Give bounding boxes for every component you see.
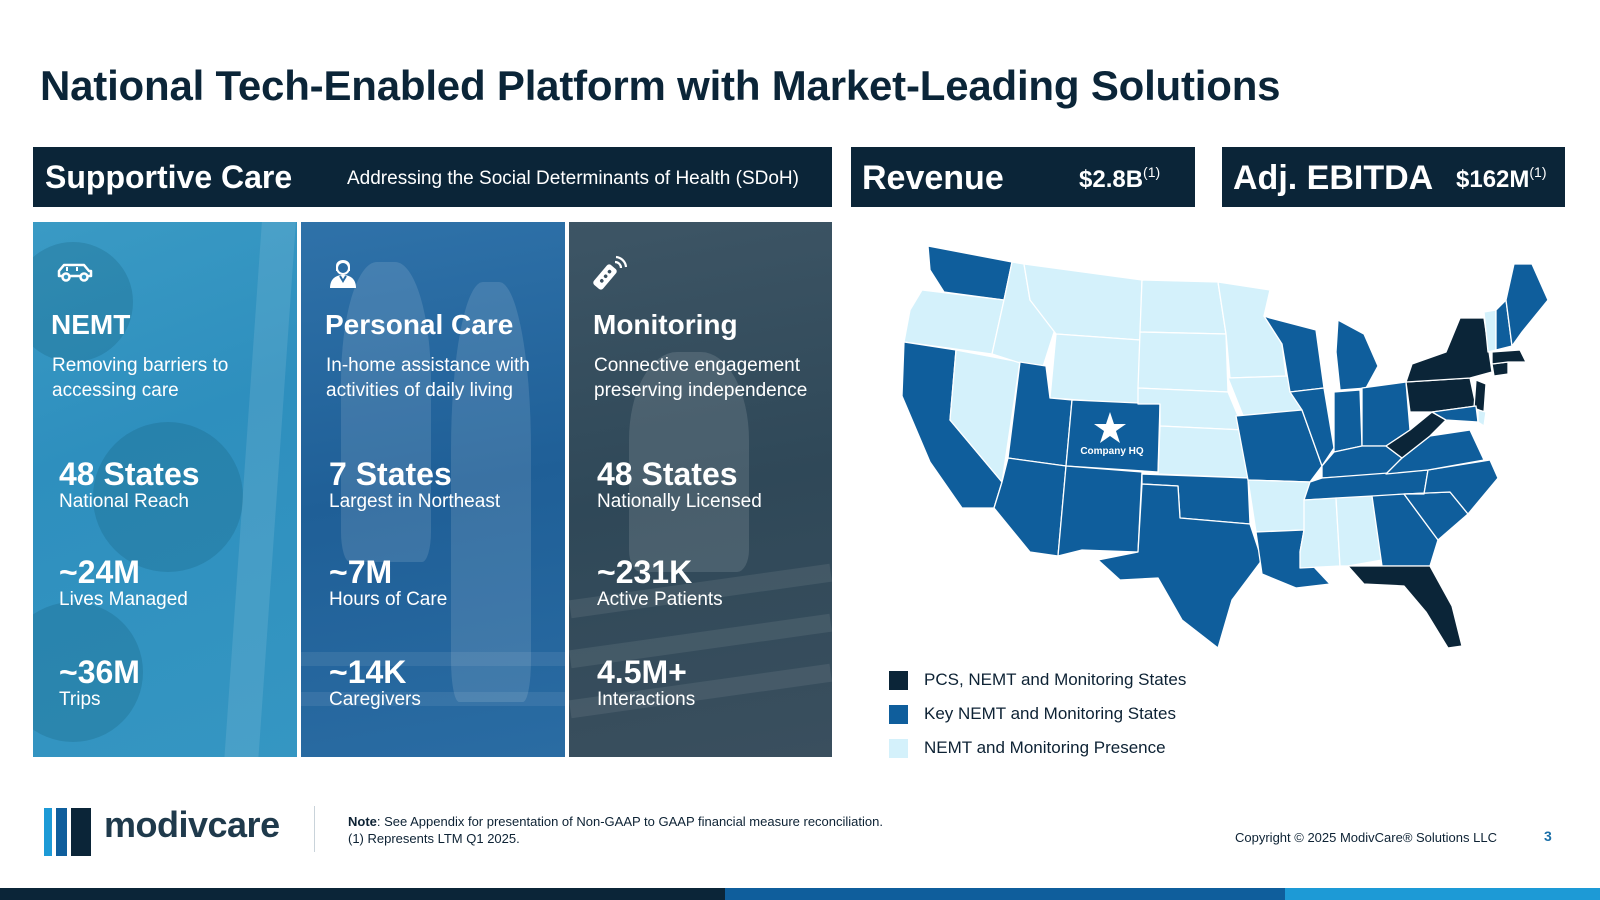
state-indiana: [1333, 389, 1363, 453]
state-new-york: [1405, 317, 1493, 383]
personal-care-card: Personal Care In-home assistance with act…: [301, 222, 565, 757]
supportive-care-heading: Supportive Care: [45, 159, 293, 195]
personal-care-stat-states: 7 States Largest in Northeast: [329, 456, 501, 512]
nemt-stat-trips: ~36M Trips: [59, 654, 140, 710]
state-delaware: [1477, 409, 1487, 427]
nemt-stat-lives: ~24M Lives Managed: [59, 554, 188, 610]
personal-care-background-image: [301, 222, 565, 757]
state-wyoming: [1049, 333, 1141, 405]
state-missouri: [1235, 409, 1323, 483]
page-number: 3: [1544, 828, 1552, 844]
car-icon: [57, 263, 93, 282]
personal-care-stat-caregivers: ~14K Caregivers: [329, 654, 421, 710]
monitoring-card: Monitoring Connective engagement preservi…: [569, 222, 832, 757]
ebitda-footnote: (1): [1529, 164, 1547, 180]
nemt-stat-reach: 48 States National Reach: [59, 456, 200, 512]
legend-swatch-key: [889, 705, 908, 724]
star-icon: [1094, 412, 1126, 443]
state-georgia: [1371, 493, 1439, 567]
state-arkansas: [1247, 479, 1311, 533]
state-oregon: [903, 289, 1005, 355]
page-title: National Tech-Enabled Platform with Mark…: [40, 62, 1281, 109]
state-maine: [1505, 263, 1549, 347]
state-kansas: [1157, 425, 1249, 479]
caregiver-icon: [330, 260, 356, 288]
nemt-card: NEMT Removing barriers to accessing care …: [33, 222, 297, 757]
state-north-dakota: [1139, 279, 1227, 335]
nemt-background-image: [33, 222, 297, 757]
monitoring-description: Connective engagement preserving independ…: [594, 355, 808, 401]
state-new-mexico: [1057, 465, 1143, 557]
us-coverage-map: Company HQ: [901, 245, 1549, 649]
nemt-description: Removing barriers to accessing care: [52, 355, 229, 401]
nemt-title: NEMT: [51, 309, 131, 340]
state-florida: [1347, 565, 1463, 649]
revenue-kpi: Revenue $2.8B(1): [851, 147, 1195, 207]
ebitda-value: $162M(1): [1456, 164, 1547, 193]
state-north-carolina: [1403, 459, 1499, 515]
monitoring-stat-states: 48 States Nationally Licensed: [597, 456, 762, 512]
revenue-label: Revenue: [862, 159, 1004, 197]
footnote: Note: See Appendix for presentation of N…: [348, 814, 883, 846]
state-mississippi: [1299, 497, 1341, 569]
personal-care-description: In-home assistance with activities of dai…: [326, 355, 530, 401]
state-texas: [1097, 483, 1263, 649]
personal-care-title: Personal Care: [325, 309, 514, 340]
company-hq-marker: Company HQ: [1080, 412, 1144, 457]
copyright: Copyright © 2025 ModivCare® Solutions LL…: [1235, 830, 1497, 845]
state-alabama: [1335, 495, 1383, 567]
modivcare-logo-text: modivcare: [104, 804, 280, 845]
monitoring-background-image: [569, 222, 832, 757]
bottom-brand-bar: [0, 888, 1600, 900]
monitoring-stat-patients: ~231K Active Patients: [597, 554, 723, 610]
monitoring-title: Monitoring: [593, 309, 738, 340]
footer-divider: [314, 806, 315, 852]
ebitda-label: Adj. EBITDA: [1233, 159, 1434, 197]
ebitda-kpi: Adj. EBITDA $162M(1): [1222, 147, 1565, 207]
personal-care-stat-hours: ~7M Hours of Care: [329, 554, 448, 610]
revenue-footnote: (1): [1143, 164, 1161, 180]
state-illinois: [1289, 387, 1335, 467]
supportive-care-header: Supportive Care Addressing the Social De…: [33, 147, 832, 207]
legend-swatch-pcs: [889, 671, 908, 690]
revenue-value: $2.8B(1): [1079, 164, 1161, 193]
supportive-care-subheading: Addressing the Social Determinants of He…: [347, 168, 799, 189]
state-south-dakota: [1137, 331, 1229, 393]
legend-swatch-presence: [889, 739, 908, 758]
state-massachusetts: [1491, 349, 1527, 365]
company-hq-label: Company HQ: [1080, 446, 1144, 457]
state-minnesota: [1217, 281, 1287, 379]
remote-signal-icon: [593, 255, 628, 290]
monitoring-stat-interactions: 4.5M+ Interactions: [597, 654, 696, 710]
state-michigan: [1335, 319, 1379, 391]
state-arizona: [993, 457, 1067, 557]
